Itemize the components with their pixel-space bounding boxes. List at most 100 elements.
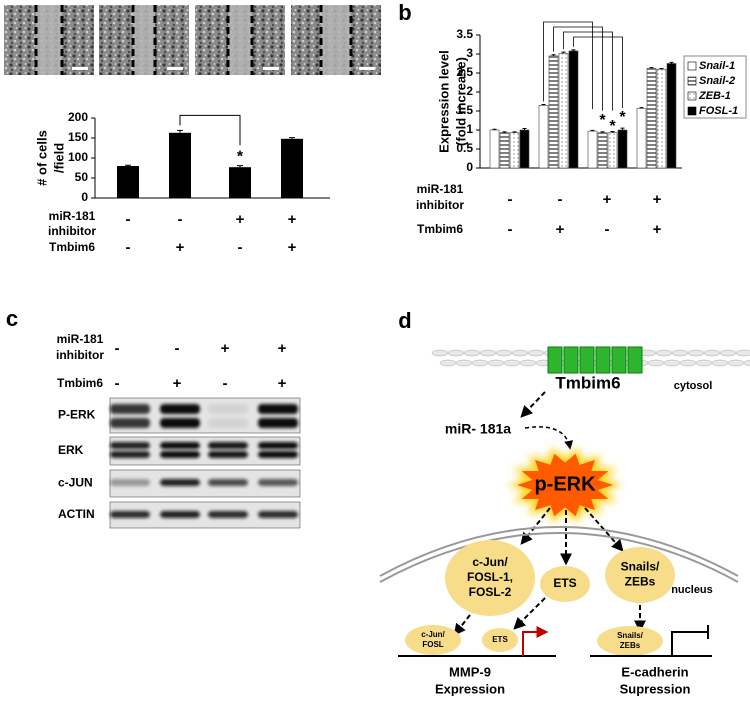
condition-sign: + — [653, 191, 662, 208]
promoter-factor — [597, 626, 663, 656]
membrane-lipid — [647, 359, 665, 367]
bar — [558, 52, 569, 169]
kinase-burst — [517, 453, 613, 517]
blot-band — [160, 479, 200, 486]
membrane-protein — [563, 346, 579, 374]
y-tick-label: 0.5 — [456, 141, 473, 155]
blot-band — [160, 404, 200, 414]
bar — [666, 63, 677, 169]
membrane-lipid — [727, 359, 745, 367]
condition-label: miR-181 — [57, 332, 104, 346]
significance-bracket — [543, 21, 593, 110]
bar — [607, 132, 618, 169]
transcription-factor — [445, 540, 535, 616]
y-axis-label: /field — [51, 143, 66, 173]
membrane-lipid — [439, 359, 457, 367]
factor-label: c-Jun/ — [421, 630, 445, 639]
significance-bracket — [179, 114, 241, 146]
legend-label: Snail-2 — [699, 75, 735, 87]
factor-label: c-Jun/ — [472, 555, 508, 569]
error-bar — [492, 128, 497, 130]
condition-sign: + — [556, 221, 565, 238]
bar — [509, 132, 520, 169]
blot-band — [208, 404, 248, 414]
blot-band — [208, 511, 248, 518]
significance-bracket — [553, 26, 603, 111]
membrane-lipid — [495, 349, 513, 357]
arrow — [524, 426, 574, 450]
y-tick-label: 200 — [68, 110, 88, 124]
compartment-label: cytosol — [674, 380, 713, 392]
membrane-lipid — [519, 359, 537, 367]
membrane-protein — [579, 346, 595, 374]
error-bar — [237, 165, 243, 168]
bar — [656, 68, 667, 169]
condition-label: Tmbim6 — [57, 376, 103, 390]
condition-sign: - — [223, 375, 228, 392]
blot-band — [160, 418, 200, 428]
legend-swatch — [687, 91, 697, 101]
output-label: E-cadherin — [621, 664, 688, 679]
bar — [169, 132, 191, 198]
error-bar — [512, 131, 517, 133]
arrow — [513, 597, 546, 630]
membrane-lipid — [655, 349, 673, 357]
membrane-lipid — [711, 359, 729, 367]
bar — [117, 166, 139, 198]
blot-row-label: P-ERK — [58, 408, 96, 422]
bar — [489, 129, 500, 169]
transcription-factor — [540, 566, 590, 602]
wound-area — [321, 5, 351, 75]
significance-bracket — [573, 36, 623, 108]
condition-sign: + — [653, 221, 662, 238]
blot-band — [258, 418, 298, 428]
condition-sign: - — [178, 211, 183, 228]
y-tick-label: 0 — [81, 190, 88, 204]
bar — [548, 55, 559, 169]
output-label: Expression — [435, 681, 505, 696]
factor-label: FOSL-2 — [469, 585, 512, 599]
wound-area — [228, 5, 252, 75]
error-bar — [541, 104, 546, 106]
membrane-lipid — [719, 349, 737, 357]
bar — [597, 132, 608, 169]
membrane-lipid — [511, 349, 529, 357]
condition-sign: + — [176, 239, 185, 256]
arrow — [520, 507, 551, 545]
blot-band — [110, 511, 150, 518]
condition-label: miR-181 — [49, 209, 96, 223]
blot-band — [110, 442, 150, 449]
membrane-lipid — [663, 359, 681, 367]
error-bar — [551, 54, 556, 56]
y-tick-label: 1 — [466, 122, 473, 136]
error-bar — [639, 107, 644, 109]
condition-sign: - — [175, 340, 180, 357]
output-label: MMP-9 — [449, 664, 491, 679]
membrane-protein — [595, 346, 611, 374]
error-bar — [590, 129, 595, 132]
wound-area — [36, 5, 62, 75]
panel-label: c — [6, 306, 18, 331]
membrane-lipid — [463, 349, 481, 357]
membrane-lipid — [527, 349, 545, 357]
blot-band — [160, 451, 200, 458]
significance-mark: * — [619, 109, 626, 126]
factor-label: Snails/ — [617, 631, 644, 640]
error-bar — [620, 127, 625, 130]
y-tick-label: 150 — [68, 130, 88, 144]
significance-mark: * — [237, 148, 244, 165]
legend-label: FOSL-1 — [699, 105, 738, 117]
legend-swatch — [687, 106, 697, 116]
membrane-lipid — [743, 359, 750, 367]
error-bar — [610, 131, 615, 133]
condition-sign: - — [126, 239, 131, 256]
membrane-lipid — [455, 359, 473, 367]
y-axis-label: (fold increase) — [453, 57, 468, 146]
condition-sign: + — [288, 239, 297, 256]
blot-band — [258, 511, 298, 518]
blot-row-label: c-JUN — [58, 476, 93, 490]
y-tick-label: 0 — [466, 160, 473, 174]
error-bar — [522, 127, 527, 130]
membrane-lipid — [703, 349, 721, 357]
error-bar — [561, 51, 566, 54]
